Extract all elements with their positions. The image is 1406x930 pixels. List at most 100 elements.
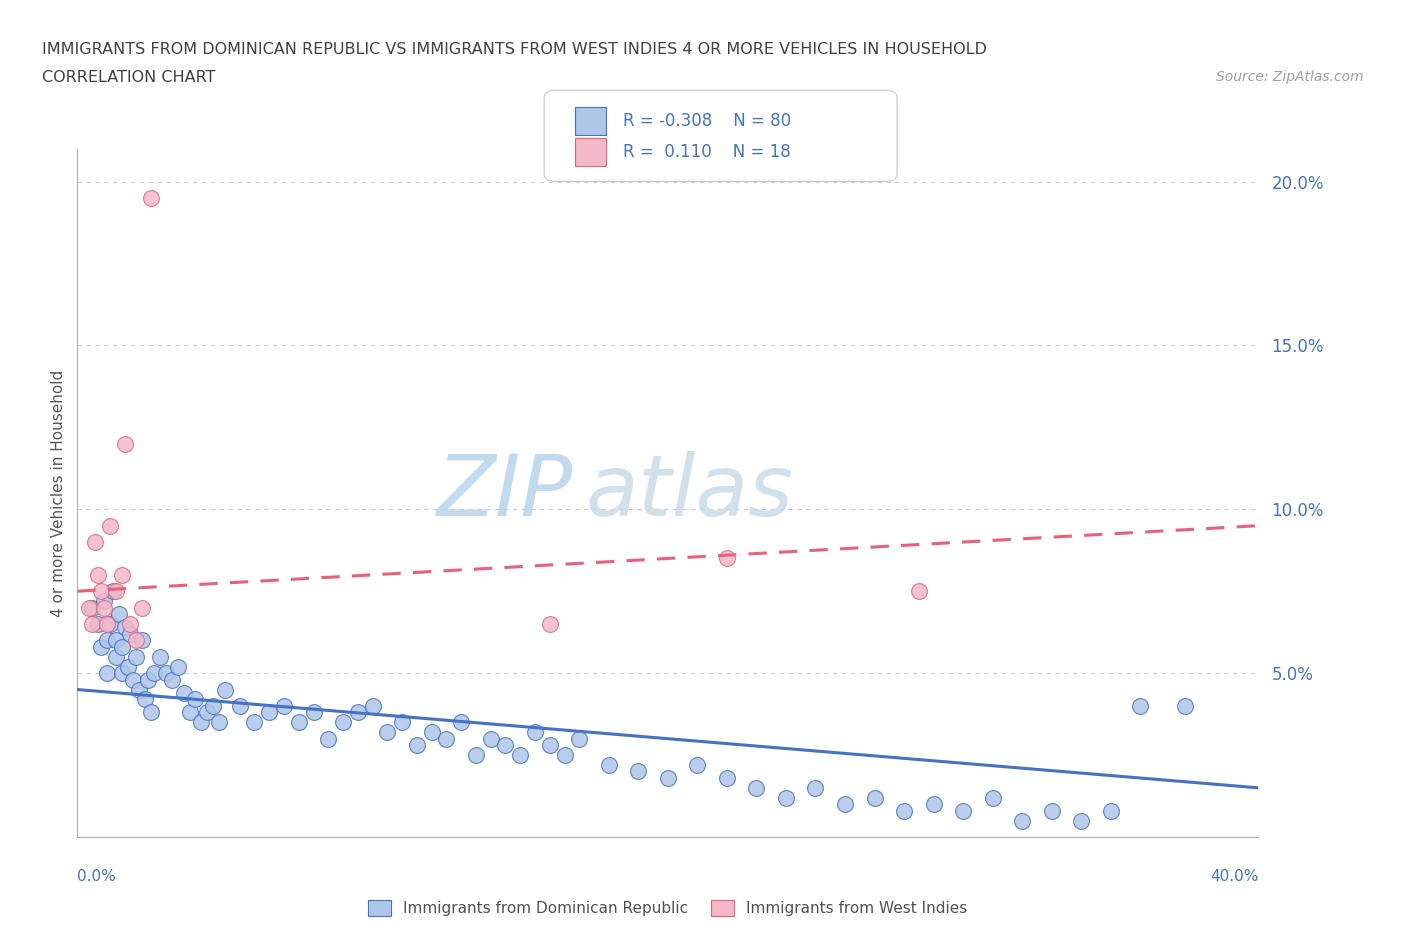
Point	[406, 737, 429, 752]
Point	[114, 619, 136, 634]
Point	[98, 617, 121, 631]
Point	[131, 633, 153, 648]
Point	[173, 685, 195, 700]
Point	[495, 737, 517, 752]
Text: R =  0.110    N = 18: R = 0.110 N = 18	[623, 142, 790, 161]
Text: IMMIGRANTS FROM DOMINICAN REPUBLIC VS IMMIGRANTS FROM WEST INDIES 4 OR MORE VEHI: IMMIGRANTS FROM DOMINICAN REPUBLIC VS IM…	[42, 42, 987, 57]
Point	[90, 584, 112, 599]
Point	[908, 584, 931, 599]
Y-axis label: 4 or more Vehicles in Household: 4 or more Vehicles in Household	[51, 369, 66, 617]
Point	[195, 705, 218, 720]
Point	[134, 692, 156, 707]
Point	[922, 797, 945, 812]
Point	[627, 764, 650, 779]
Point	[524, 724, 547, 739]
Point	[96, 666, 118, 681]
Point	[101, 584, 124, 599]
Point	[1174, 698, 1197, 713]
Point	[190, 715, 212, 730]
Point	[104, 633, 127, 648]
Text: CORRELATION CHART: CORRELATION CHART	[42, 70, 215, 85]
Point	[391, 715, 413, 730]
Point	[1129, 698, 1152, 713]
Point	[149, 649, 172, 664]
Point	[332, 715, 354, 730]
Point	[125, 633, 148, 648]
Point	[420, 724, 443, 739]
Point	[893, 804, 915, 818]
Point	[184, 692, 207, 707]
Point	[361, 698, 384, 713]
Point	[87, 617, 110, 631]
Point	[111, 567, 132, 582]
Point	[686, 757, 709, 772]
Point	[657, 771, 679, 786]
Point	[84, 535, 107, 550]
Point	[716, 551, 738, 565]
Point	[1070, 813, 1092, 828]
Point	[125, 649, 148, 664]
Point	[117, 659, 139, 674]
Point	[243, 715, 266, 730]
Point	[377, 724, 399, 739]
Point	[288, 715, 311, 730]
Point	[228, 698, 252, 713]
Point	[568, 731, 591, 746]
Point	[96, 617, 118, 631]
Point	[90, 640, 112, 655]
Point	[93, 593, 115, 608]
Point	[554, 748, 576, 763]
Point	[1040, 804, 1063, 818]
Point	[122, 672, 145, 687]
Point	[166, 659, 188, 674]
Point	[450, 715, 472, 730]
Point	[93, 600, 115, 615]
Point	[107, 606, 129, 621]
Point	[120, 617, 142, 631]
Point	[114, 436, 136, 451]
Point	[96, 633, 118, 648]
Point	[981, 790, 1004, 805]
Point	[120, 627, 142, 642]
Point	[318, 731, 340, 746]
Point	[1099, 804, 1122, 818]
Text: 0.0%: 0.0%	[77, 869, 117, 883]
Point	[82, 617, 104, 631]
Point	[141, 705, 163, 720]
Point	[179, 705, 201, 720]
Point	[111, 640, 132, 655]
Point	[160, 672, 183, 687]
Point	[745, 780, 768, 795]
Point	[259, 705, 281, 720]
Point	[302, 705, 325, 720]
Point	[346, 705, 368, 720]
Point	[436, 731, 458, 746]
Point	[952, 804, 974, 818]
Point	[128, 682, 150, 697]
Point	[804, 780, 827, 795]
Point	[104, 649, 127, 664]
Point	[82, 600, 104, 615]
Point	[464, 748, 488, 763]
Point	[479, 731, 502, 746]
Point	[273, 698, 295, 713]
Point	[716, 771, 738, 786]
Point	[143, 666, 166, 681]
Point	[509, 748, 531, 763]
Point	[136, 672, 159, 687]
Point	[87, 567, 110, 582]
Point	[202, 698, 225, 713]
Point	[155, 666, 177, 681]
Point	[141, 191, 163, 206]
Point	[775, 790, 797, 805]
Text: R = -0.308    N = 80: R = -0.308 N = 80	[623, 112, 792, 130]
Point	[98, 518, 121, 533]
Point	[538, 737, 561, 752]
Point	[131, 600, 153, 615]
Text: Source: ZipAtlas.com: Source: ZipAtlas.com	[1216, 70, 1364, 84]
Point	[834, 797, 856, 812]
Point	[598, 757, 620, 772]
Point	[1011, 813, 1033, 828]
Point	[77, 600, 100, 615]
Text: atlas: atlas	[585, 451, 793, 535]
